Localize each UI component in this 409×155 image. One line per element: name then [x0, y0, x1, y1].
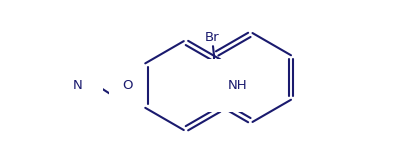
Text: Br: Br [204, 31, 219, 44]
Text: N: N [73, 79, 82, 92]
Text: NH: NH [227, 79, 247, 92]
Text: O: O [122, 79, 133, 92]
